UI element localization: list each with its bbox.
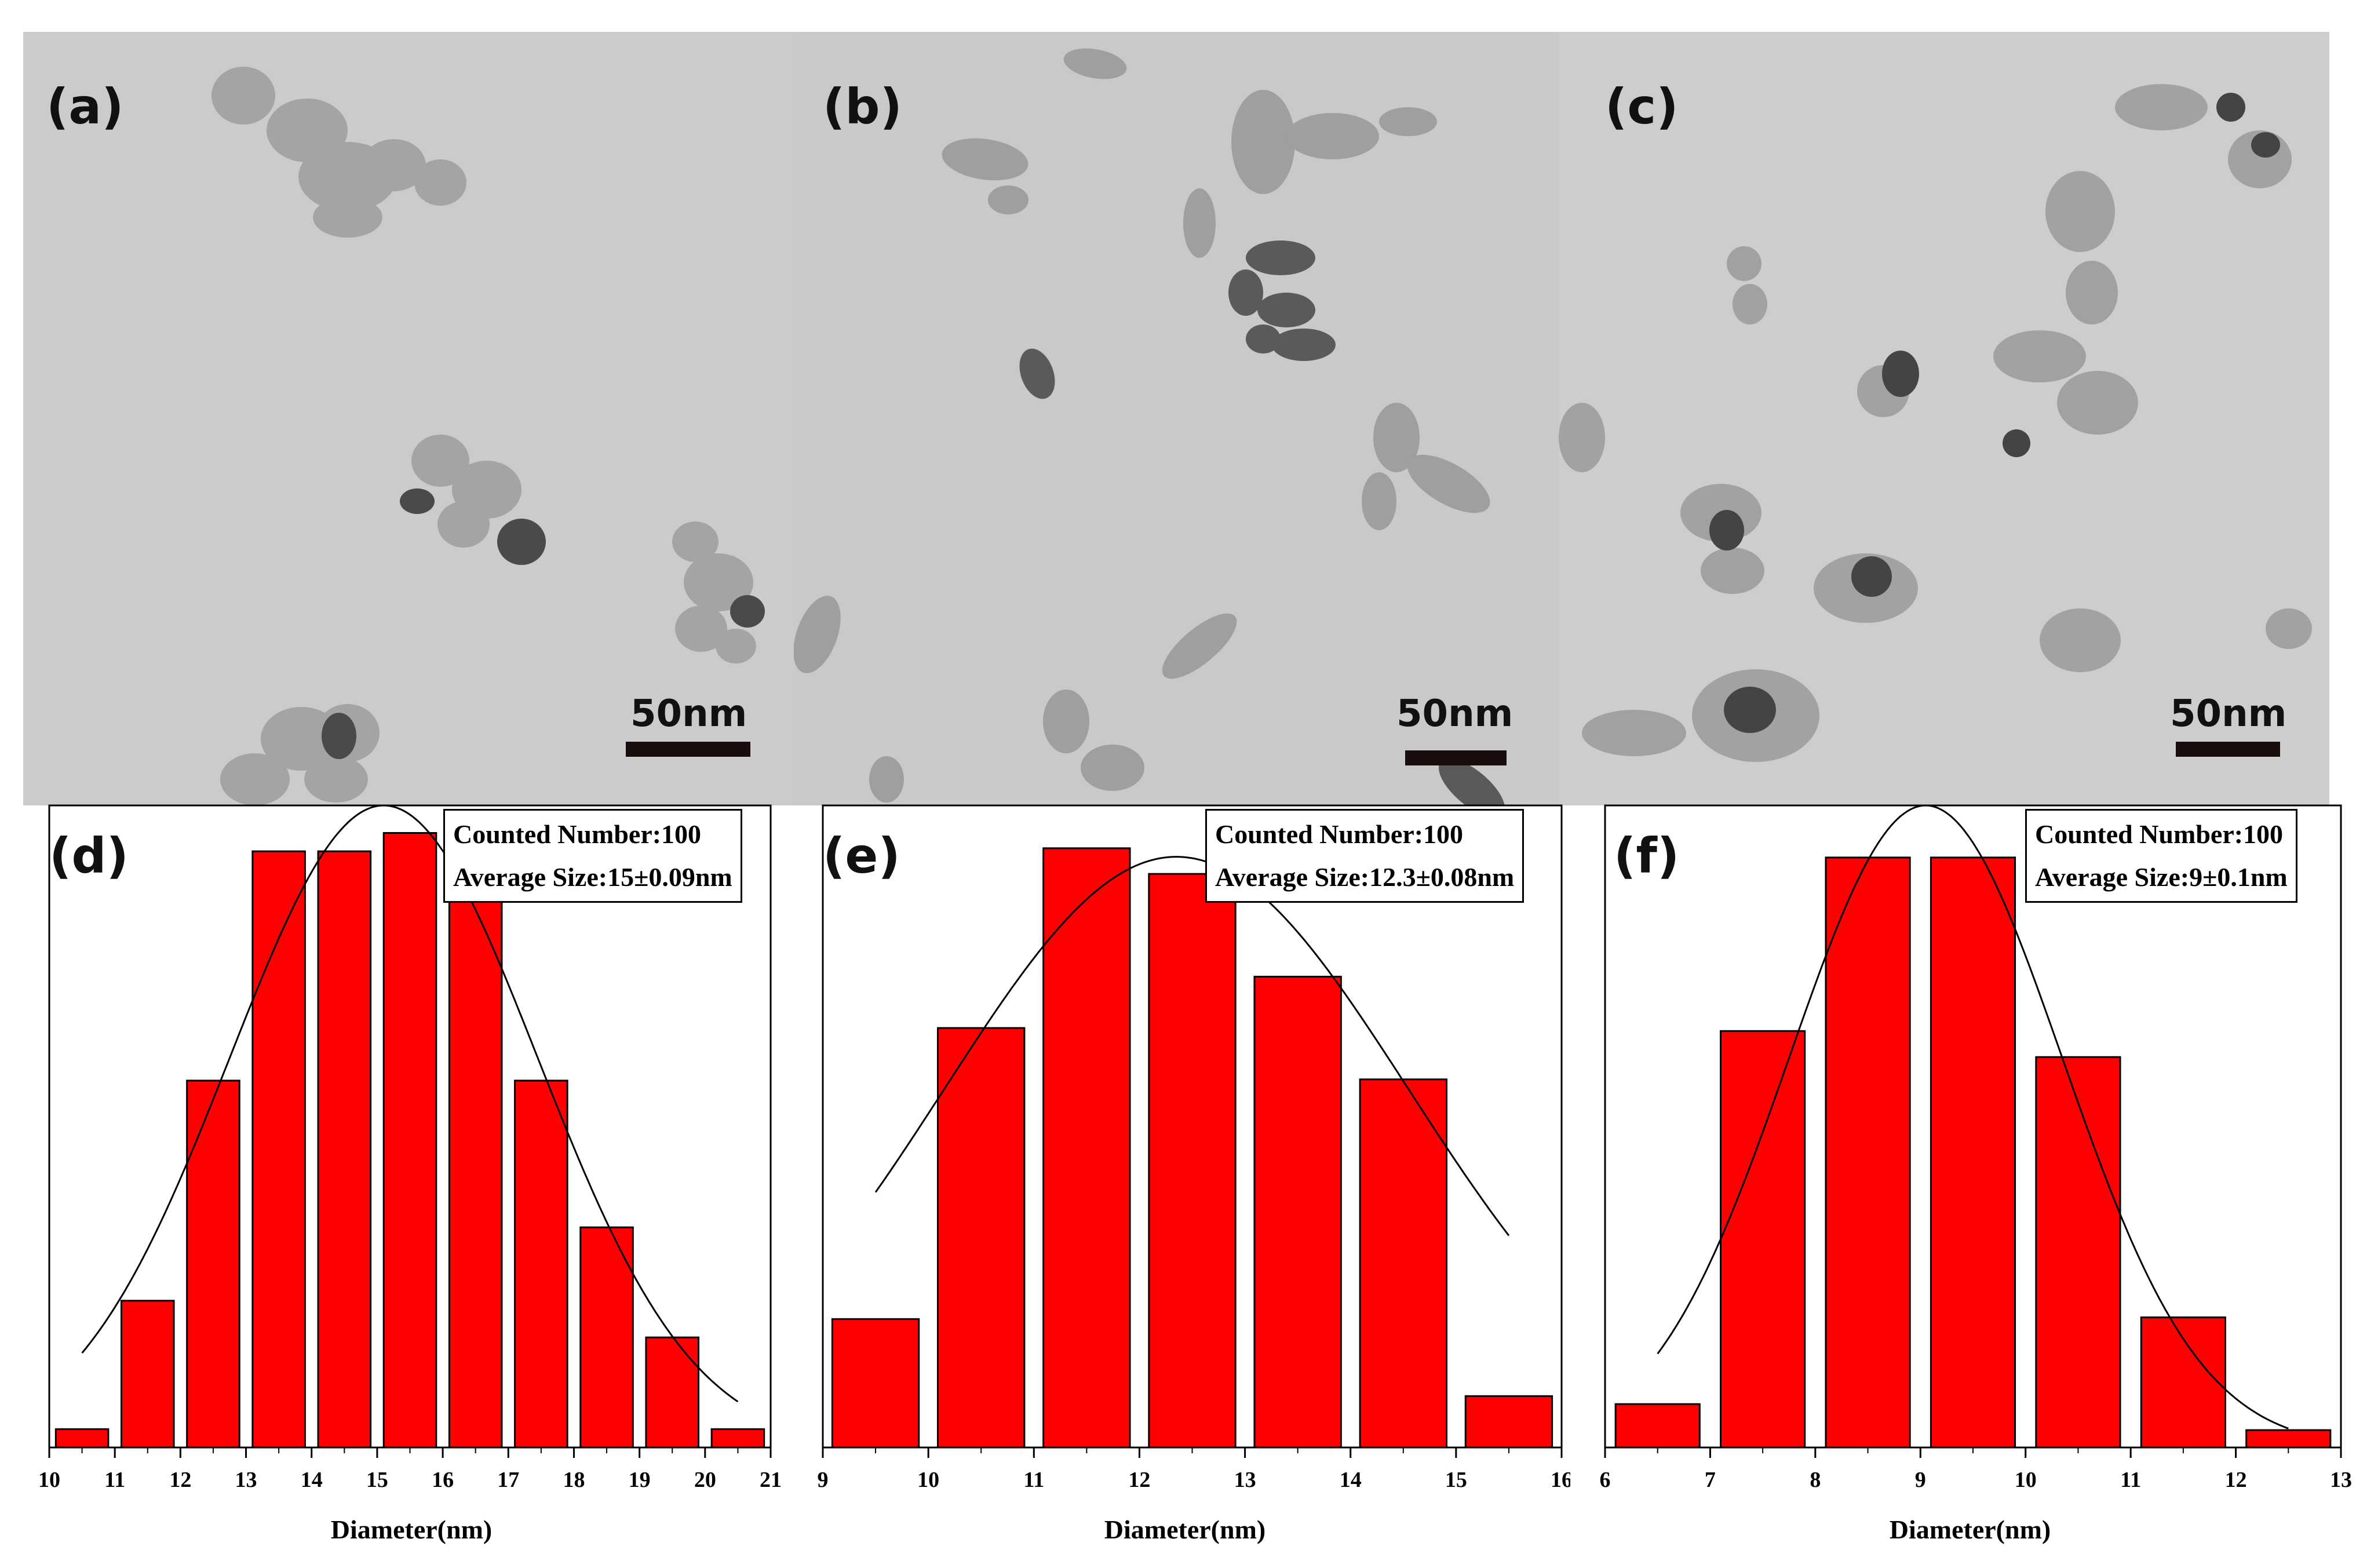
scale-bar-b (1405, 750, 1507, 765)
x-tick-label-d: 21 (760, 1468, 782, 1492)
histogram-bar-d (645, 1336, 700, 1449)
average-size-d: Average Size:15±0.09nm (453, 862, 732, 892)
x-tick-label-e: 14 (1340, 1468, 1362, 1492)
histogram-d-plot: 10 11 12 13 14 15 16 17 18 19 20 21 (38, 804, 782, 1492)
x-tick-label-f: 12 (2225, 1468, 2247, 1492)
x-tick-label-f: 8 (1810, 1468, 1821, 1492)
scale-bar-c (2176, 742, 2280, 757)
counted-number-f: Counted Number:100 (2035, 819, 2284, 849)
x-tick-label-d: 12 (169, 1468, 191, 1492)
x-tick-label-f: 10 (2015, 1468, 2037, 1492)
histogram-bar-d (54, 1428, 110, 1449)
histogram-bar-e (831, 1318, 920, 1449)
histogram-bar-f (2140, 1316, 2226, 1449)
x-tick-label-d: 18 (563, 1468, 585, 1492)
x-tick-label-d: 20 (694, 1468, 716, 1492)
histogram-bar-e (1464, 1395, 1553, 1449)
histogram-bar-f (1930, 856, 2016, 1449)
gaussian-fit-curve-d (81, 804, 739, 1403)
x-tick-label-d: 19 (629, 1468, 651, 1492)
histogram-bar-f (1614, 1403, 1701, 1449)
x-tick-label-f: 9 (1915, 1468, 1926, 1492)
x-tick-label-f: 11 (2120, 1468, 2141, 1492)
tem-micrograph-a (23, 32, 794, 805)
histogram-label-e: (e) (823, 827, 900, 884)
histogram-bar-d (382, 832, 437, 1449)
histogram-bar-e (1148, 873, 1237, 1449)
info-box-d: Counted Number:100 Average Size:15±0.09n… (443, 809, 742, 903)
x-tick-label-d: 13 (235, 1468, 257, 1492)
x-tick-label-d: 16 (432, 1468, 454, 1492)
x-tick-label-e: 12 (1128, 1468, 1150, 1492)
histogram-f: 6 7 8 9 10 11 12 13 (f) Counted Number:100 Aver… (1570, 804, 2356, 1568)
histogram-bar-f (1720, 1030, 1806, 1449)
x-tick-label-e: 10 (917, 1468, 939, 1492)
scale-text-b: 50nm (1396, 692, 1513, 735)
gaussian-fit-curve-e (874, 856, 1510, 1237)
tem-image-c: (c) 50nm (1559, 32, 2329, 805)
tem-micrograph-b (794, 32, 1559, 805)
x-tick-label-e: 13 (1234, 1468, 1256, 1492)
x-tick-label-f: 6 (1600, 1468, 1611, 1492)
histogram-bar-e (1359, 1078, 1447, 1449)
histogram-bar-d (186, 1080, 240, 1449)
x-axis-label-e: Diameter(nm) (1104, 1515, 1266, 1544)
x-tick-label-e: 11 (1023, 1468, 1044, 1492)
histogram-d: 10 11 12 13 14 15 16 17 18 19 20 21 (d) Counted Num… (0, 804, 785, 1568)
histogram-e: 9 10 11 12 13 14 15 16 (e) Counted Number:100 A… (785, 804, 1570, 1568)
x-tick-label-d: 14 (301, 1468, 323, 1492)
x-tick-label-d: 11 (104, 1468, 125, 1492)
x-tick-label-d: 15 (366, 1468, 388, 1492)
average-size-f: Average Size:9±0.1nm (2035, 862, 2288, 892)
histogram-e-plot: 9 10 11 12 13 14 15 16 (818, 804, 1570, 1492)
histogram-bar-d (317, 850, 372, 1449)
histogram-bar-d (514, 1080, 568, 1449)
x-tick-label-e: 15 (1445, 1468, 1467, 1492)
scale-bar-a (626, 742, 750, 757)
histogram-bar-e (937, 1027, 1026, 1449)
histogram-bar-d (251, 850, 306, 1449)
x-tick-label-f: 13 (2330, 1468, 2352, 1492)
histogram-bar-f (2035, 1056, 2121, 1449)
panel-label-c: (c) (1605, 78, 1679, 135)
histogram-bar-e (1042, 847, 1131, 1449)
histogram-bar-f (2245, 1429, 2332, 1449)
histogram-label-d: (d) (49, 827, 129, 884)
tem-image-b: (b) 50nm (794, 32, 1559, 805)
gaussian-fit-curve-f (1657, 804, 2289, 1430)
x-tick-label-d: 10 (38, 1468, 60, 1492)
info-box-e: Counted Number:100 Average Size:12.3±0.0… (1205, 809, 1525, 903)
x-tick-label-e: 9 (818, 1468, 829, 1492)
info-box-f: Counted Number:100 Average Size:9±0.1nm (2025, 809, 2297, 903)
x-tick-label-d: 17 (497, 1468, 519, 1492)
tem-micrograph-c (1559, 32, 2329, 805)
tem-image-a: (a) 50nm (23, 32, 794, 805)
histogram-bar-f (1825, 856, 1911, 1449)
histogram-bar-e (1253, 975, 1342, 1449)
x-tick-label-f: 7 (1705, 1468, 1716, 1492)
x-axis-label-f: Diameter(nm) (1889, 1515, 2051, 1544)
scale-text-c: 50nm (2170, 692, 2287, 735)
panel-label-a: (a) (46, 78, 124, 135)
histogram-bar-d (121, 1300, 175, 1449)
histogram-f-plot: 6 7 8 9 10 11 12 13 (1600, 804, 2352, 1492)
histogram-bar-d (579, 1226, 634, 1449)
x-axis-label-d: Diameter(nm) (330, 1515, 493, 1544)
histogram-label-f: (f) (1614, 827, 1680, 884)
scale-text-a: 50nm (630, 692, 747, 735)
counted-number-d: Counted Number:100 (453, 819, 702, 849)
average-size-e: Average Size:12.3±0.08nm (1215, 862, 1515, 892)
x-tick-label-e: 16 (1551, 1468, 1570, 1492)
histogram-bar-d (710, 1428, 765, 1449)
counted-number-e: Counted Number:100 (1215, 819, 1464, 849)
histogram-bar-d (448, 896, 503, 1449)
panel-label-b: (b) (823, 78, 902, 135)
